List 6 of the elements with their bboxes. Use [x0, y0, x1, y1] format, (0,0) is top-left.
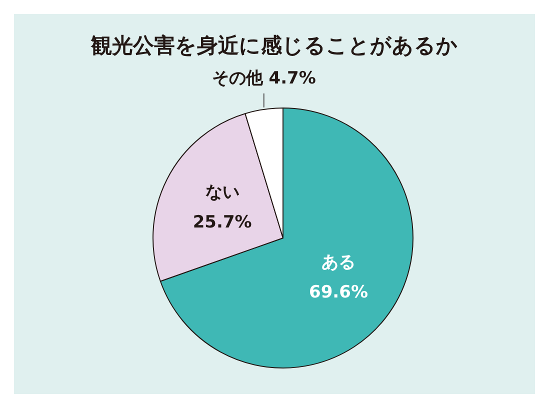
slice-label: その他 4.7% — [212, 68, 316, 88]
data-label: 69.6% — [309, 282, 368, 302]
slice-label: ある — [322, 252, 356, 272]
data-label: 25.7% — [192, 212, 252, 232]
slice-label: ない — [205, 182, 240, 202]
chart-title: 観光公害を身近に感じることがあるか — [90, 34, 458, 58]
